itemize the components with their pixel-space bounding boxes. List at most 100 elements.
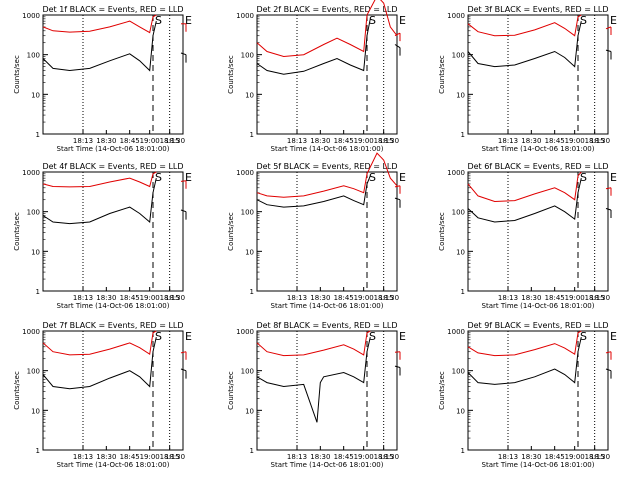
x-tick-label: 18:15 (585, 294, 605, 302)
plot-frame (467, 14, 609, 135)
y-tick-label: 10 (456, 91, 465, 99)
events-post-series (394, 44, 401, 49)
events-series (467, 20, 582, 68)
x-tick-label: 18:30 (96, 453, 116, 461)
panel-title: Det 5f BLACK = Events, RED = LLD (256, 162, 397, 171)
y-tick-label: 1000 (22, 328, 40, 336)
marker-label: E (185, 14, 192, 27)
plot-frame (42, 14, 184, 135)
x-axis-label: Start Time (14-Oct-06 18:01:00) (271, 145, 384, 153)
events-post-series (394, 365, 401, 368)
y-tick-label: 1 (250, 288, 254, 296)
x-tick-label: 19:00 (354, 453, 374, 461)
y-tick-label: 1000 (22, 12, 40, 20)
x-tick-label: 19:00 (140, 137, 160, 145)
lld-post-series (605, 351, 612, 354)
panel-title: Det 1f BLACK = Events, RED = LLD (42, 5, 183, 14)
x-tick-label: 18:45 (120, 137, 140, 145)
y-tick-label: 1 (461, 288, 465, 296)
x-tick-label: 18:30 (310, 453, 330, 461)
x-tick-label: 18:30 (521, 453, 541, 461)
events-series (42, 177, 157, 225)
events-post-series (180, 52, 187, 56)
lld-series (256, 152, 398, 198)
x-tick-label: 18:15 (160, 453, 180, 461)
lld-series (467, 14, 582, 37)
panel-title: Det 7f BLACK = Events, RED = LLD (42, 321, 183, 330)
events-series (256, 18, 371, 75)
x-tick-label: 18:13 (73, 453, 93, 461)
y-tick-label: 100 (452, 368, 465, 376)
x-tick-label: 18:30 (379, 453, 399, 461)
events-series (467, 336, 582, 385)
lld-post-series (394, 32, 401, 37)
y-axis-label: Counts/sec (227, 212, 235, 251)
marker-label: S (369, 14, 376, 27)
events-series (256, 175, 371, 208)
x-tick-label: 18:13 (73, 294, 93, 302)
x-tick-label: 19:00 (565, 453, 585, 461)
x-tick-label: 18:30 (96, 294, 116, 302)
x-tick-label: 19:00 (565, 137, 585, 145)
y-tick-label: 1 (36, 288, 40, 296)
x-tick-label: 18:13 (498, 294, 518, 302)
lld-series (42, 14, 157, 34)
y-tick-label: 10 (31, 91, 40, 99)
x-tick-label: 18:30 (310, 137, 330, 145)
lld-post-series (394, 185, 401, 188)
x-tick-label: 18:15 (374, 294, 394, 302)
y-axis-label: Counts/sec (438, 212, 446, 251)
panel: Det 9f BLACK = Events, RED = LLD 1 10 100 10… (438, 321, 617, 469)
panel-title: Det 4f BLACK = Events, RED = LLD (42, 162, 183, 171)
events-post-series (180, 209, 187, 213)
panel-title: Det 9f BLACK = Events, RED = LLD (467, 321, 608, 330)
y-tick-label: 1 (250, 447, 254, 455)
y-tick-label: 1 (36, 447, 40, 455)
x-tick-label: 18:15 (585, 453, 605, 461)
panel-title: Det 2f BLACK = Events, RED = LLD (256, 5, 397, 14)
y-tick-label: 10 (245, 407, 254, 415)
lld-series (256, 0, 398, 58)
x-tick-label: 18:45 (334, 294, 354, 302)
y-tick-label: 1000 (236, 328, 254, 336)
y-tick-label: 1000 (447, 169, 465, 177)
plot-frame (256, 171, 398, 292)
panel: Det 7f BLACK = Events, RED = LLD 1 10 100 10… (13, 321, 192, 469)
y-tick-label: 100 (27, 368, 40, 376)
lld-post-series (605, 187, 612, 190)
lld-series (467, 330, 582, 357)
x-tick-label: 18:13 (73, 137, 93, 145)
x-tick-label: 18:13 (287, 453, 307, 461)
marker-label: S (369, 330, 376, 343)
y-tick-label: 10 (245, 248, 254, 256)
y-axis-label: Counts/sec (227, 371, 235, 410)
x-tick-label: 18:45 (545, 137, 565, 145)
x-tick-label: 18:30 (379, 294, 399, 302)
x-tick-label: 19:00 (354, 137, 374, 145)
y-tick-label: 100 (241, 368, 254, 376)
events-post-series (394, 197, 401, 201)
y-axis-label: Counts/sec (13, 55, 21, 94)
y-tick-label: 1000 (447, 12, 465, 20)
y-tick-label: 1 (461, 447, 465, 455)
x-tick-label: 18:30 (165, 294, 185, 302)
marker-label: E (610, 330, 617, 343)
y-tick-label: 100 (452, 52, 465, 60)
x-tick-label: 18:30 (590, 294, 610, 302)
panel: Det 4f BLACK = Events, RED = LLD 1 10 100 10… (13, 162, 192, 310)
lld-post-series (605, 26, 612, 30)
y-tick-label: 1 (461, 131, 465, 139)
x-tick-label: 18:30 (521, 137, 541, 145)
lld-post-series (180, 180, 187, 182)
events-post-series (605, 368, 612, 372)
x-tick-label: 19:00 (140, 294, 160, 302)
x-tick-label: 18:30 (96, 137, 116, 145)
x-tick-label: 18:45 (545, 294, 565, 302)
x-tick-label: 18:30 (590, 137, 610, 145)
lld-series (467, 171, 582, 203)
events-series (42, 20, 157, 72)
x-tick-label: 18:13 (287, 294, 307, 302)
marker-label: E (610, 14, 617, 27)
y-tick-label: 100 (241, 209, 254, 217)
marker-label: E (610, 171, 617, 184)
